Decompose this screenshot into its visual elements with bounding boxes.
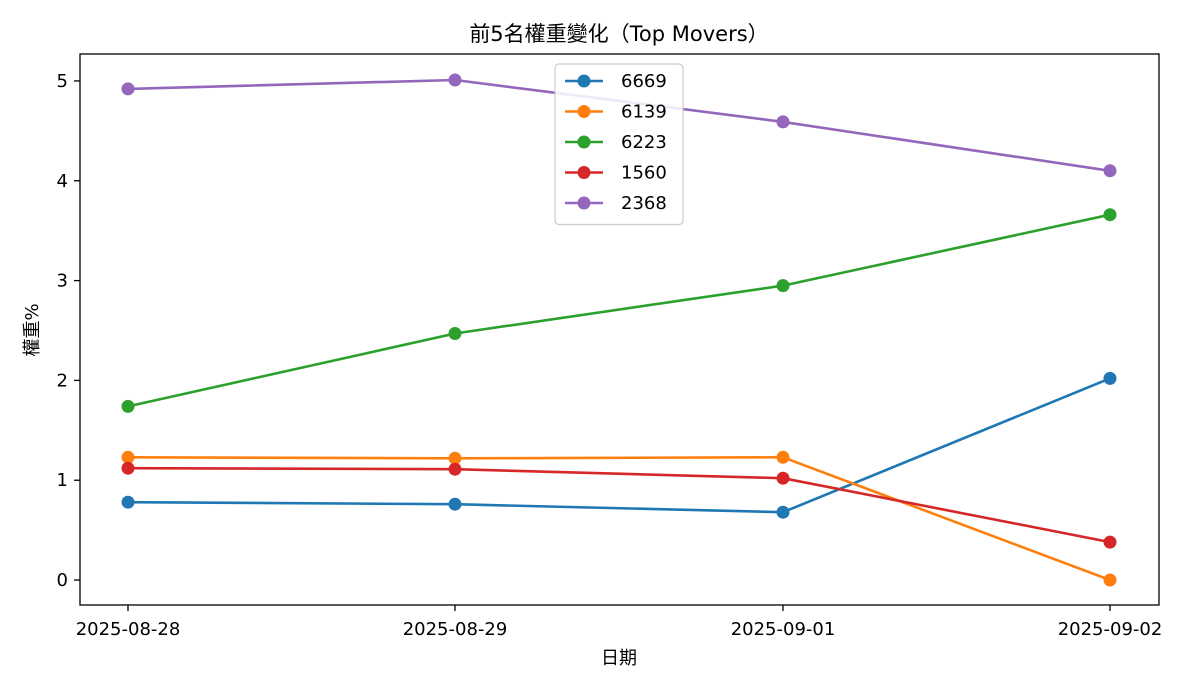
legend-label-6139: 6139 bbox=[621, 102, 667, 123]
legend-swatch-marker-6669 bbox=[577, 74, 591, 88]
data-point-2368-3 bbox=[1103, 164, 1117, 178]
legend-label-6223: 6223 bbox=[621, 132, 667, 153]
y-tick-label: 4 bbox=[57, 171, 68, 192]
data-point-6669-0 bbox=[121, 495, 135, 509]
y-tick-label: 3 bbox=[57, 271, 68, 292]
data-point-2368-1 bbox=[448, 73, 462, 87]
data-point-6669-3 bbox=[1103, 371, 1117, 385]
series-line-6139 bbox=[126, 455, 1112, 582]
legend-label-1560: 1560 bbox=[621, 163, 667, 184]
x-tick-label: 2025-09-01 bbox=[731, 619, 836, 640]
data-point-6223-3 bbox=[1103, 208, 1117, 222]
x-tick-label: 2025-08-28 bbox=[76, 619, 181, 640]
legend-swatch-marker-1560 bbox=[577, 166, 591, 179]
data-point-6223-0 bbox=[121, 399, 135, 413]
y-tick-label: 0 bbox=[57, 570, 68, 591]
series-line-6223 bbox=[126, 213, 1112, 408]
data-point-6139-0 bbox=[121, 450, 135, 464]
legend-swatch-marker-6223 bbox=[577, 135, 591, 149]
legend-label-6669: 6669 bbox=[621, 71, 667, 92]
data-point-1560-3 bbox=[1103, 535, 1117, 549]
plot-frame bbox=[79, 53, 1160, 606]
series-line-6669 bbox=[126, 377, 1112, 514]
data-point-6223-2 bbox=[776, 279, 790, 293]
y-axis-title: 權重% bbox=[22, 303, 43, 356]
x-tick-label: 2025-09-02 bbox=[1058, 619, 1163, 640]
series-line-1560 bbox=[126, 466, 1112, 544]
legend-swatch-marker-2368 bbox=[577, 196, 591, 210]
y-tick-label: 5 bbox=[57, 71, 68, 92]
data-point-6223-1 bbox=[448, 327, 462, 340]
data-point-1560-2 bbox=[776, 471, 790, 485]
data-point-6669-2 bbox=[776, 505, 790, 519]
legend-label-2368: 2368 bbox=[621, 193, 667, 214]
legend: 6669 6139 6223 1560 2368 bbox=[554, 63, 684, 226]
data-point-2368-2 bbox=[776, 115, 790, 129]
data-point-1560-0 bbox=[121, 461, 135, 475]
legend-box bbox=[554, 63, 684, 226]
data-point-1560-1 bbox=[448, 462, 462, 476]
data-point-6139-1 bbox=[448, 451, 462, 465]
y-tick-label: 1 bbox=[57, 470, 68, 491]
chart-title: 前5名權重變化（Top Movers） bbox=[469, 22, 768, 46]
data-point-6139-3 bbox=[1103, 573, 1117, 587]
data-point-6139-2 bbox=[776, 450, 790, 464]
y-tick-label: 2 bbox=[57, 370, 68, 391]
data-point-6669-1 bbox=[448, 497, 462, 511]
data-point-2368-0 bbox=[121, 82, 135, 96]
legend-swatch-marker-6139 bbox=[577, 105, 591, 118]
x-tick-label: 2025-08-29 bbox=[403, 619, 508, 640]
x-axis-title: 日期 bbox=[601, 648, 637, 669]
